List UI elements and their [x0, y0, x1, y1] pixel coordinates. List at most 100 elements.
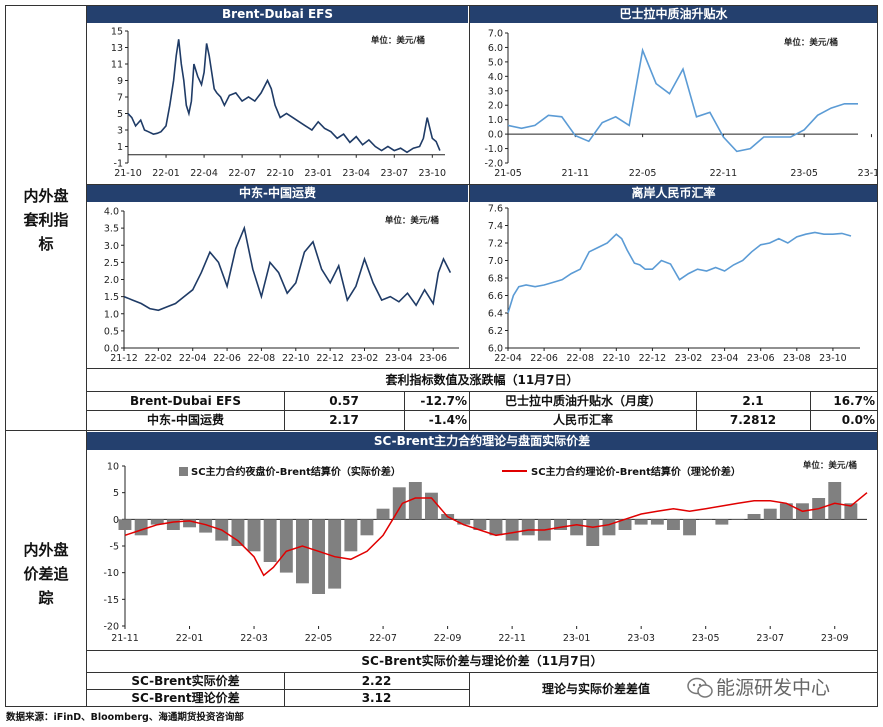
- spread-bar: [360, 519, 374, 536]
- x-tick-label: 22-10: [266, 168, 294, 179]
- unit-label: 单位：美元/桶: [784, 37, 838, 48]
- x-tick-label: 23-05: [692, 633, 720, 644]
- y-tick-label: 7.0: [488, 29, 503, 40]
- section-label-spread: 内外盘 价差追踪: [23, 541, 69, 607]
- y-tick-label: -1.0: [484, 144, 503, 155]
- efs-label: Brent-Dubai EFS: [130, 394, 241, 408]
- cnh-chart: 6.0 6.2 6.4 6.6 6.8 7.0 7.2 7.4 7.6 22-04 22-06 22-…: [488, 204, 860, 364]
- y-tick-label: 3.5: [104, 224, 119, 235]
- y-tick-label: 6.0: [488, 344, 503, 355]
- basrah-change: 16.7%: [833, 394, 875, 408]
- y-tick-label: 2.5: [104, 258, 119, 269]
- arb-table-vline-1: [284, 391, 285, 430]
- y-tick-label: 0.5: [104, 326, 119, 337]
- x-tick-label: 23-07: [756, 633, 784, 644]
- label-column-divider: [86, 5, 87, 707]
- cnh-chart-title: 离岸人民币汇率: [470, 185, 877, 202]
- x-tick-label: 22-11: [710, 168, 738, 179]
- watermark-text: 能源研发中心: [716, 677, 831, 699]
- series-line: [507, 231, 852, 314]
- x-tick-label: 22-06: [213, 353, 241, 364]
- spread-bar: [489, 519, 503, 536]
- x-tick-label: 22-10: [282, 353, 310, 364]
- basrah-chart-title: 巴士拉中质油升贴水: [470, 6, 877, 23]
- series-line: [127, 39, 441, 154]
- y-tick-label: -2.0: [484, 159, 503, 170]
- wechat-icon: [686, 676, 714, 700]
- y-tick-label: 15: [111, 27, 123, 38]
- spread-table-title: SC-Brent实际价差与理论价差（11月7日）: [361, 654, 603, 668]
- y-tick-label: 3.0: [488, 86, 503, 97]
- cnh-value: 7.2812: [729, 413, 777, 427]
- spread-bar: [554, 519, 567, 530]
- freight-chart-title: 中东-中国运费: [87, 185, 468, 202]
- efs-chart-title: Brent-Dubai EFS: [87, 6, 468, 23]
- spread-bar: [279, 519, 293, 573]
- y-tick-label: 7: [117, 93, 123, 104]
- spread-table-line-1: [86, 672, 878, 673]
- x-tick-label: 23-11: [858, 168, 877, 179]
- x-tick-label: 21-12: [110, 353, 138, 364]
- spread-bar: [699, 519, 713, 520]
- arb-table-vline-3: [696, 391, 697, 430]
- y-tick-label: 2.0: [488, 101, 503, 112]
- x-tick-label: 23-01: [304, 168, 332, 179]
- x-tick-label: 23-09: [821, 633, 849, 644]
- x-tick-label: 23-02: [675, 353, 703, 364]
- x-tick-label: 22-06: [530, 353, 558, 364]
- y-tick-label: 7.4: [488, 221, 503, 232]
- y-tick-label: 3: [117, 126, 123, 137]
- x-tick-label: 22-10: [603, 353, 631, 364]
- x-tick-label: 22-02: [145, 353, 173, 364]
- y-tick-label: 0.0: [488, 130, 503, 141]
- actual-spread-value: 2.22: [361, 674, 392, 688]
- spread-bar: [473, 519, 487, 530]
- y-tick-label: 1.0: [104, 309, 119, 320]
- spread-bar: [570, 519, 584, 536]
- efs-value: 0.57: [329, 394, 359, 408]
- legend-bar-swatch: [179, 467, 188, 476]
- spread-bar: [150, 519, 164, 525]
- spread-table-top: [86, 650, 878, 651]
- spread-bar: [263, 519, 277, 562]
- x-tick-label: 22-12: [639, 353, 667, 364]
- spread-diff-label: 理论与实际价差差值: [541, 682, 650, 696]
- y-tick-label: 6.4: [488, 309, 503, 320]
- spread-bar: [296, 519, 309, 584]
- y-tick-label: 1.0: [488, 115, 503, 126]
- y-tick-label: 1: [117, 142, 123, 153]
- sc-brent-chart: -20 -15 -10 -5 0 5 10 21-11 22-01 22-03 22-05 22-07…: [103, 460, 868, 644]
- x-tick-label: 23-01: [563, 633, 591, 644]
- outer-frame: [5, 5, 878, 707]
- cnh-label: 人民币汇率: [552, 413, 613, 427]
- y-tick-label: 13: [111, 43, 123, 54]
- x-tick-label: 23-05: [790, 168, 818, 179]
- y-tick-label: 9: [117, 76, 123, 87]
- y-tick-label: 4.0: [488, 72, 503, 83]
- x-tick-label: 23-07: [380, 168, 408, 179]
- spread-bar: [344, 519, 358, 552]
- y-tick-label: 0: [113, 515, 119, 526]
- spread-bar: [312, 519, 325, 594]
- spread-bar: [505, 519, 519, 541]
- x-tick-label: 22-07: [228, 168, 256, 179]
- y-tick-label: -5: [110, 542, 119, 553]
- arb-table-vline-mid: [469, 391, 470, 430]
- spread-bar: [521, 519, 535, 536]
- freight-chart: 0.0 0.5 1.0 1.5 2.0 2.5 3.0 3.5 4.0 21-12 22-02 22-…: [104, 207, 459, 364]
- spread-bar: [844, 503, 858, 520]
- x-tick-label: 22-09: [434, 633, 462, 644]
- y-tick-label: 3.0: [104, 241, 119, 252]
- x-tick-label: 22-04: [494, 353, 522, 364]
- x-tick-label: 22-01: [176, 633, 204, 644]
- spread-bar: [134, 519, 148, 536]
- y-tick-label: 6.8: [488, 274, 503, 285]
- spread-bar: [166, 519, 180, 530]
- x-tick-label: 21-05: [494, 168, 522, 179]
- theory-spread-value: 3.12: [361, 691, 392, 705]
- x-tick-label: 22-11: [498, 633, 526, 644]
- arb-table-title: 套利指标数值及涨跌幅（11月7日）: [385, 373, 579, 387]
- section-divider: [5, 430, 878, 431]
- spread-bar: [667, 519, 680, 530]
